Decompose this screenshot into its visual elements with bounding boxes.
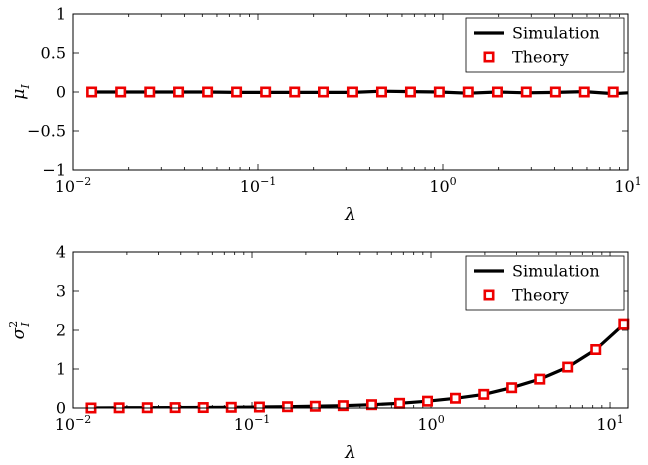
data-point-theory bbox=[618, 318, 630, 330]
data-point-theory bbox=[590, 343, 602, 355]
y-axis-title-main: μ bbox=[9, 89, 29, 100]
data-point-theory bbox=[462, 86, 474, 98]
data-point-theory bbox=[433, 86, 445, 98]
data-point-theory bbox=[260, 86, 272, 98]
y-axis-title-main: σ bbox=[9, 327, 29, 339]
x-tick-exponent: −1 bbox=[254, 413, 270, 426]
legend-box bbox=[465, 17, 625, 73]
x-tick-exponent: −2 bbox=[75, 175, 91, 188]
data-point-theory bbox=[282, 401, 294, 413]
x-tick-label: 10−2 bbox=[55, 413, 92, 434]
x-tick-base: 10 bbox=[55, 415, 75, 434]
data-point-theory bbox=[520, 86, 532, 98]
data-point-theory bbox=[562, 361, 574, 373]
y-axis-title-sub: I bbox=[19, 322, 32, 328]
x-tick-base: 10 bbox=[240, 177, 260, 196]
data-point-theory bbox=[404, 86, 416, 98]
x-tick-exponent: 0 bbox=[438, 413, 445, 426]
legend-box bbox=[465, 255, 625, 311]
x-tick-base: 10 bbox=[596, 415, 616, 434]
data-point-theory bbox=[86, 86, 98, 98]
x-tick-label: 10−1 bbox=[240, 175, 277, 196]
x-tick-label: 10−2 bbox=[55, 175, 92, 196]
y-axis-title-sub: I bbox=[19, 84, 32, 90]
data-point-theory bbox=[173, 86, 185, 98]
data-point-theory bbox=[365, 399, 377, 411]
x-tick-base: 10 bbox=[429, 177, 449, 196]
data-point-theory bbox=[375, 86, 387, 98]
legend-swatch-marker bbox=[483, 289, 495, 301]
x-tick-label: 10−1 bbox=[234, 413, 271, 434]
legend: Simulation Theory bbox=[465, 17, 625, 73]
y-tick-label: 4 bbox=[56, 243, 66, 262]
x-tick-base: 10 bbox=[55, 177, 75, 196]
y-tick-label: −1 bbox=[42, 161, 66, 180]
data-point-theory bbox=[478, 388, 490, 400]
data-point-theory bbox=[549, 86, 561, 98]
data-point-theory bbox=[115, 86, 127, 98]
data-point-theory bbox=[309, 400, 321, 412]
y-tick-label: 3 bbox=[56, 282, 66, 301]
data-point-theory bbox=[394, 397, 406, 409]
y-tick-label: 1 bbox=[56, 360, 66, 379]
legend-label: Simulation bbox=[512, 262, 600, 281]
y-tick-label: 2 bbox=[56, 321, 66, 340]
legend-label: Simulation bbox=[512, 24, 600, 43]
y-axis-title-sup: 2 bbox=[7, 321, 20, 328]
legend: Simulation Theory bbox=[465, 255, 625, 311]
x-tick-label: 100 bbox=[417, 413, 444, 434]
x-tick-exponent: −1 bbox=[260, 175, 276, 188]
y-axis-title: σ2I bbox=[7, 321, 32, 340]
series-line-simulation bbox=[90, 322, 625, 408]
data-point-theory bbox=[449, 392, 461, 404]
x-tick-exponent: 0 bbox=[450, 175, 457, 188]
data-point-theory bbox=[337, 400, 349, 412]
y-tick-label: 0.5 bbox=[41, 44, 66, 63]
x-axis-title: λ bbox=[344, 205, 356, 225]
data-point-theory bbox=[202, 86, 214, 98]
data-point-theory bbox=[231, 86, 243, 98]
plot-frame bbox=[72, 251, 629, 409]
data-point-theory bbox=[422, 395, 434, 407]
y-tick-label: −0.5 bbox=[27, 122, 66, 141]
data-point-theory bbox=[491, 86, 503, 98]
data-point-theory bbox=[534, 373, 546, 385]
data-point-theory bbox=[506, 382, 518, 394]
x-tick-exponent: 1 bbox=[635, 175, 642, 188]
y-axis-title: μI bbox=[9, 84, 32, 100]
x-tick-base: 10 bbox=[417, 415, 437, 434]
x-tick-exponent: −2 bbox=[75, 413, 91, 426]
legend-label: Theory bbox=[512, 286, 569, 305]
series-line-simulation bbox=[91, 89, 628, 96]
plot-frame bbox=[72, 13, 629, 171]
x-tick-label: 101 bbox=[614, 175, 641, 196]
x-tick-exponent: 1 bbox=[617, 413, 624, 426]
data-point-theory bbox=[289, 86, 301, 98]
legend-swatch-marker bbox=[483, 51, 495, 63]
legend-label: Theory bbox=[512, 48, 569, 67]
y-tick-label: 0 bbox=[56, 83, 66, 102]
x-tick-label: 101 bbox=[596, 413, 623, 434]
x-axis-title: λ bbox=[344, 443, 356, 463]
data-point-theory bbox=[225, 401, 237, 413]
data-point-theory bbox=[578, 86, 590, 98]
x-tick-base: 10 bbox=[614, 177, 634, 196]
y-tick-label: 0 bbox=[56, 399, 66, 418]
data-point-theory bbox=[253, 401, 265, 413]
y-tick-label: 1 bbox=[56, 5, 66, 24]
data-point-theory bbox=[346, 86, 358, 98]
x-tick-label: 100 bbox=[429, 175, 456, 196]
data-point-theory bbox=[144, 86, 156, 98]
data-point-theory bbox=[318, 86, 330, 98]
data-point-theory bbox=[607, 86, 619, 98]
chart-mean: 10−2 10−1 100 101−1−0.500.51λμISimulationTh… bbox=[9, 5, 642, 226]
x-tick-base: 10 bbox=[234, 415, 254, 434]
